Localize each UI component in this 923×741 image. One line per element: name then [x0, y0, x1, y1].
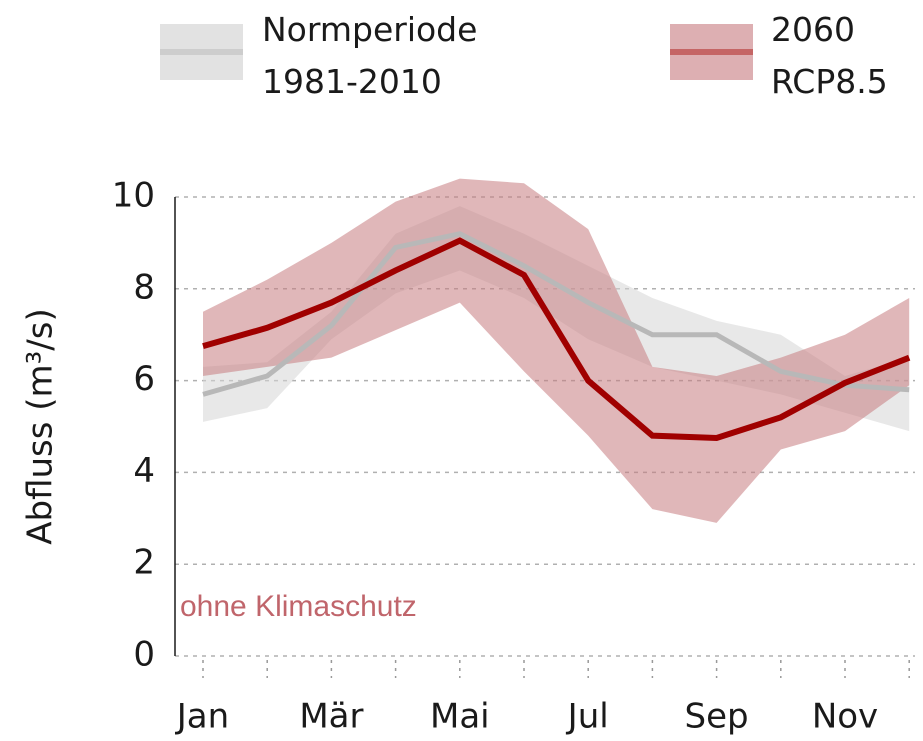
x-tick-label: Sep: [685, 697, 749, 737]
y-tick-label: 10: [112, 176, 155, 216]
line: [202, 237, 911, 441]
y-tick-label: 6: [133, 359, 155, 399]
line: [202, 231, 910, 397]
x-tick-label: Jan: [175, 697, 229, 737]
legend-label: Normperiode 1981-2010: [262, 10, 478, 101]
x-tick-label: Mai: [430, 697, 490, 737]
range-band: [203, 178, 910, 523]
legend-swatch: [670, 24, 753, 80]
y-tick-label: 4: [133, 451, 155, 491]
y-tick-label: 0: [133, 635, 155, 675]
legend-swatch: [160, 24, 243, 80]
legend-label: 2060 RCP8.5: [771, 10, 888, 101]
x-tick-label: Mär: [299, 697, 363, 737]
x-tick-label: Nov: [812, 697, 878, 737]
y-tick-label: 8: [133, 267, 155, 307]
y-tick-label: 2: [133, 543, 155, 583]
y-axis-label: Abfluss (m³/s): [21, 308, 61, 545]
annotation: ohne Klimaschutz: [180, 590, 417, 623]
x-tick-label: Jul: [566, 697, 609, 737]
